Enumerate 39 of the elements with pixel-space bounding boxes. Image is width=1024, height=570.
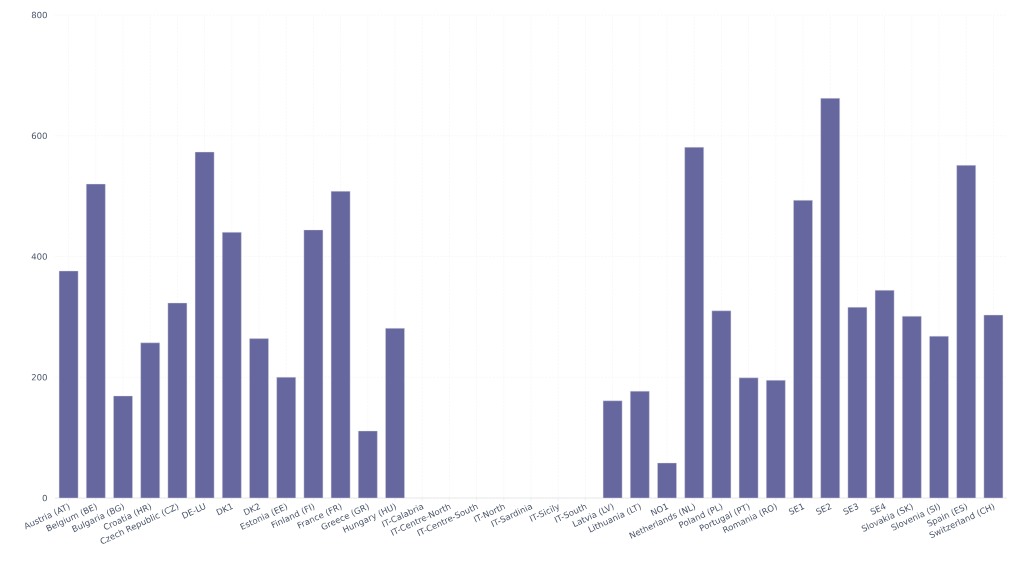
bar — [330, 191, 351, 499]
bar — [602, 400, 623, 499]
bar — [276, 377, 296, 499]
bar — [793, 200, 813, 499]
bar — [847, 307, 868, 499]
bar — [711, 310, 732, 499]
x-tick-label: DK1 — [216, 503, 234, 516]
bar — [983, 314, 1004, 499]
bar — [902, 316, 922, 499]
y-tick-label: 600 — [31, 132, 47, 139]
x-tick-label: SE4 — [870, 503, 886, 515]
bar — [385, 328, 405, 499]
bar — [58, 270, 79, 499]
bar — [167, 302, 188, 499]
bar — [113, 395, 133, 499]
bar — [222, 232, 242, 499]
x-tick-label: SE2 — [816, 503, 832, 515]
bar — [249, 338, 269, 499]
bar — [684, 147, 704, 499]
bar — [630, 390, 650, 499]
y-tick-label: 200 — [31, 374, 47, 381]
bar — [657, 462, 677, 499]
bar — [929, 335, 949, 499]
bar — [194, 151, 215, 499]
y-tick-label: 800 — [31, 11, 47, 19]
bar — [766, 380, 786, 499]
bar — [820, 98, 840, 499]
y-tick-label: 0 — [42, 494, 47, 502]
bar — [140, 342, 160, 499]
x-tick-label: DK2 — [243, 503, 261, 516]
bar — [738, 377, 759, 499]
x-tick-label: SE3 — [843, 503, 859, 515]
x-tick-label: SE1 — [788, 503, 805, 515]
bar — [303, 229, 324, 499]
bar — [956, 165, 976, 499]
bar — [874, 290, 895, 499]
y-tick-label: 400 — [31, 253, 47, 260]
bar — [358, 430, 378, 499]
bar — [86, 183, 106, 499]
